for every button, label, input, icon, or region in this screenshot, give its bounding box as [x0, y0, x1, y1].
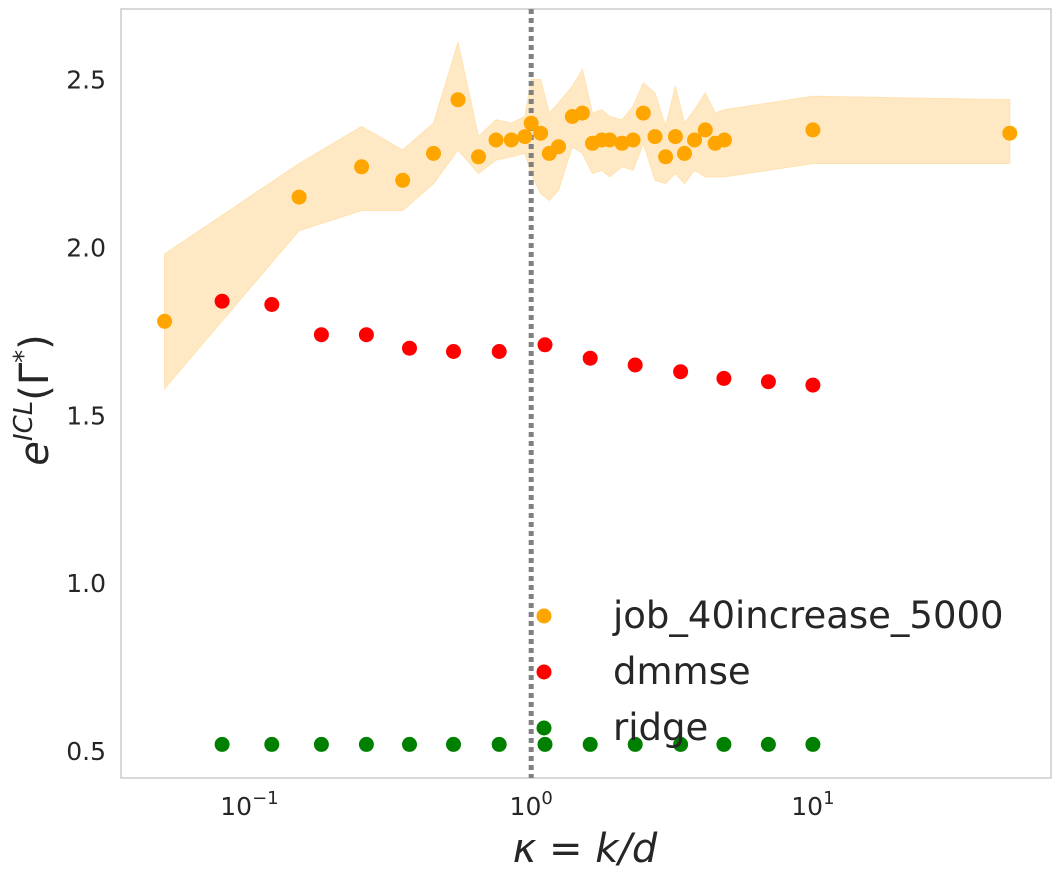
y-axis-label: eICL(Γ*): [9, 334, 58, 465]
y-tick-label-4: 2.5: [66, 66, 106, 95]
y-tick-label-1: 1.0: [66, 569, 106, 598]
point-job_40increase_5000-30: [805, 122, 821, 138]
y-tick-label-2: 1.5: [66, 401, 106, 430]
point-job_40increase_5000-24: [667, 129, 683, 145]
point-job_40increase_5000-3: [395, 172, 411, 188]
point-ridge-11: [716, 736, 732, 752]
point-job_40increase_5000-6: [471, 149, 486, 165]
legend-label-ridge: ridge: [613, 706, 708, 749]
point-dmmse-6: [491, 344, 507, 359]
point-job_40increase_5000-15: [574, 105, 590, 121]
point-job_40increase_5000-22: [647, 129, 663, 145]
point-job_40increase_5000-18: [602, 132, 618, 148]
point-ridge-10: [673, 736, 689, 752]
point-job_40increase_5000-0: [157, 313, 173, 329]
point-dmmse-0: [214, 293, 230, 309]
point-ridge-9: [627, 736, 643, 752]
point-job_40increase_5000-4: [426, 145, 441, 161]
point-job_40increase_5000-10: [523, 115, 539, 131]
point-job_40increase_5000-5: [450, 92, 466, 108]
point-job_40increase_5000-23: [658, 149, 674, 165]
point-job_40increase_5000-25: [677, 145, 692, 161]
legend-marker-ridge: [536, 720, 552, 736]
plot-frame: [120, 8, 1052, 779]
x-tick-label-1: 100: [510, 788, 553, 821]
y-tick-label-3: 2.0: [66, 233, 106, 262]
point-ridge-12: [760, 736, 776, 752]
point-job_40increase_5000-26: [687, 132, 702, 148]
point-job_40increase_5000-29: [716, 132, 732, 148]
ticks-layer: 10−1 100 101 0.5 1.0 1.5 2.0 2.5: [66, 66, 834, 821]
point-job_40increase_5000-1: [291, 189, 307, 205]
point-ridge-3: [358, 736, 374, 752]
point-dmmse-13: [805, 377, 821, 393]
point-ridge-1: [264, 736, 280, 752]
point-job_40increase_5000-31: [1002, 125, 1018, 141]
point-ridge-6: [491, 736, 507, 752]
legend-label-job_40increase_5000: job_40increase_5000: [612, 594, 1004, 637]
y-tick-label-0: 0.5: [66, 737, 106, 766]
point-dmmse-8: [582, 350, 598, 366]
legend-marker-job_40increase_5000: [536, 608, 552, 624]
x-tick-label-2: 101: [791, 788, 834, 821]
point-job_40increase_5000-21: [635, 105, 651, 121]
x-tick-label-0: 10−1: [220, 788, 278, 821]
point-job_40increase_5000-2: [354, 159, 370, 175]
points-layer: [157, 92, 1018, 752]
point-job_40increase_5000-11: [533, 125, 549, 141]
point-ridge-2: [313, 736, 329, 752]
point-dmmse-7: [537, 337, 553, 353]
point-ridge-13: [805, 736, 821, 752]
point-job_40increase_5000-8: [503, 132, 519, 148]
point-dmmse-9: [627, 357, 643, 373]
point-ridge-7: [537, 736, 553, 752]
legend-label-dmmse: dmmse: [613, 650, 751, 693]
x-axis-label: κ = k/d: [513, 826, 658, 872]
point-dmmse-12: [760, 374, 776, 390]
point-job_40increase_5000-7: [488, 132, 504, 148]
point-dmmse-10: [673, 364, 689, 380]
point-dmmse-4: [402, 340, 417, 356]
point-job_40increase_5000-20: [625, 132, 641, 148]
point-dmmse-3: [358, 327, 374, 343]
point-ridge-8: [582, 736, 598, 752]
confidence-band-layer: [164, 40, 1011, 390]
point-dmmse-2: [313, 327, 329, 343]
point-dmmse-5: [446, 344, 461, 359]
point-dmmse-1: [264, 297, 280, 312]
point-ridge-4: [402, 736, 417, 752]
point-job_40increase_5000-27: [697, 122, 713, 138]
confidence-band-0: [164, 40, 1011, 390]
legend-marker-dmmse: [536, 664, 552, 680]
point-dmmse-11: [716, 370, 732, 386]
point-job_40increase_5000-13: [551, 139, 566, 155]
point-ridge-5: [446, 736, 461, 752]
point-job_40increase_5000-9: [517, 129, 533, 145]
point-ridge-0: [214, 736, 230, 752]
